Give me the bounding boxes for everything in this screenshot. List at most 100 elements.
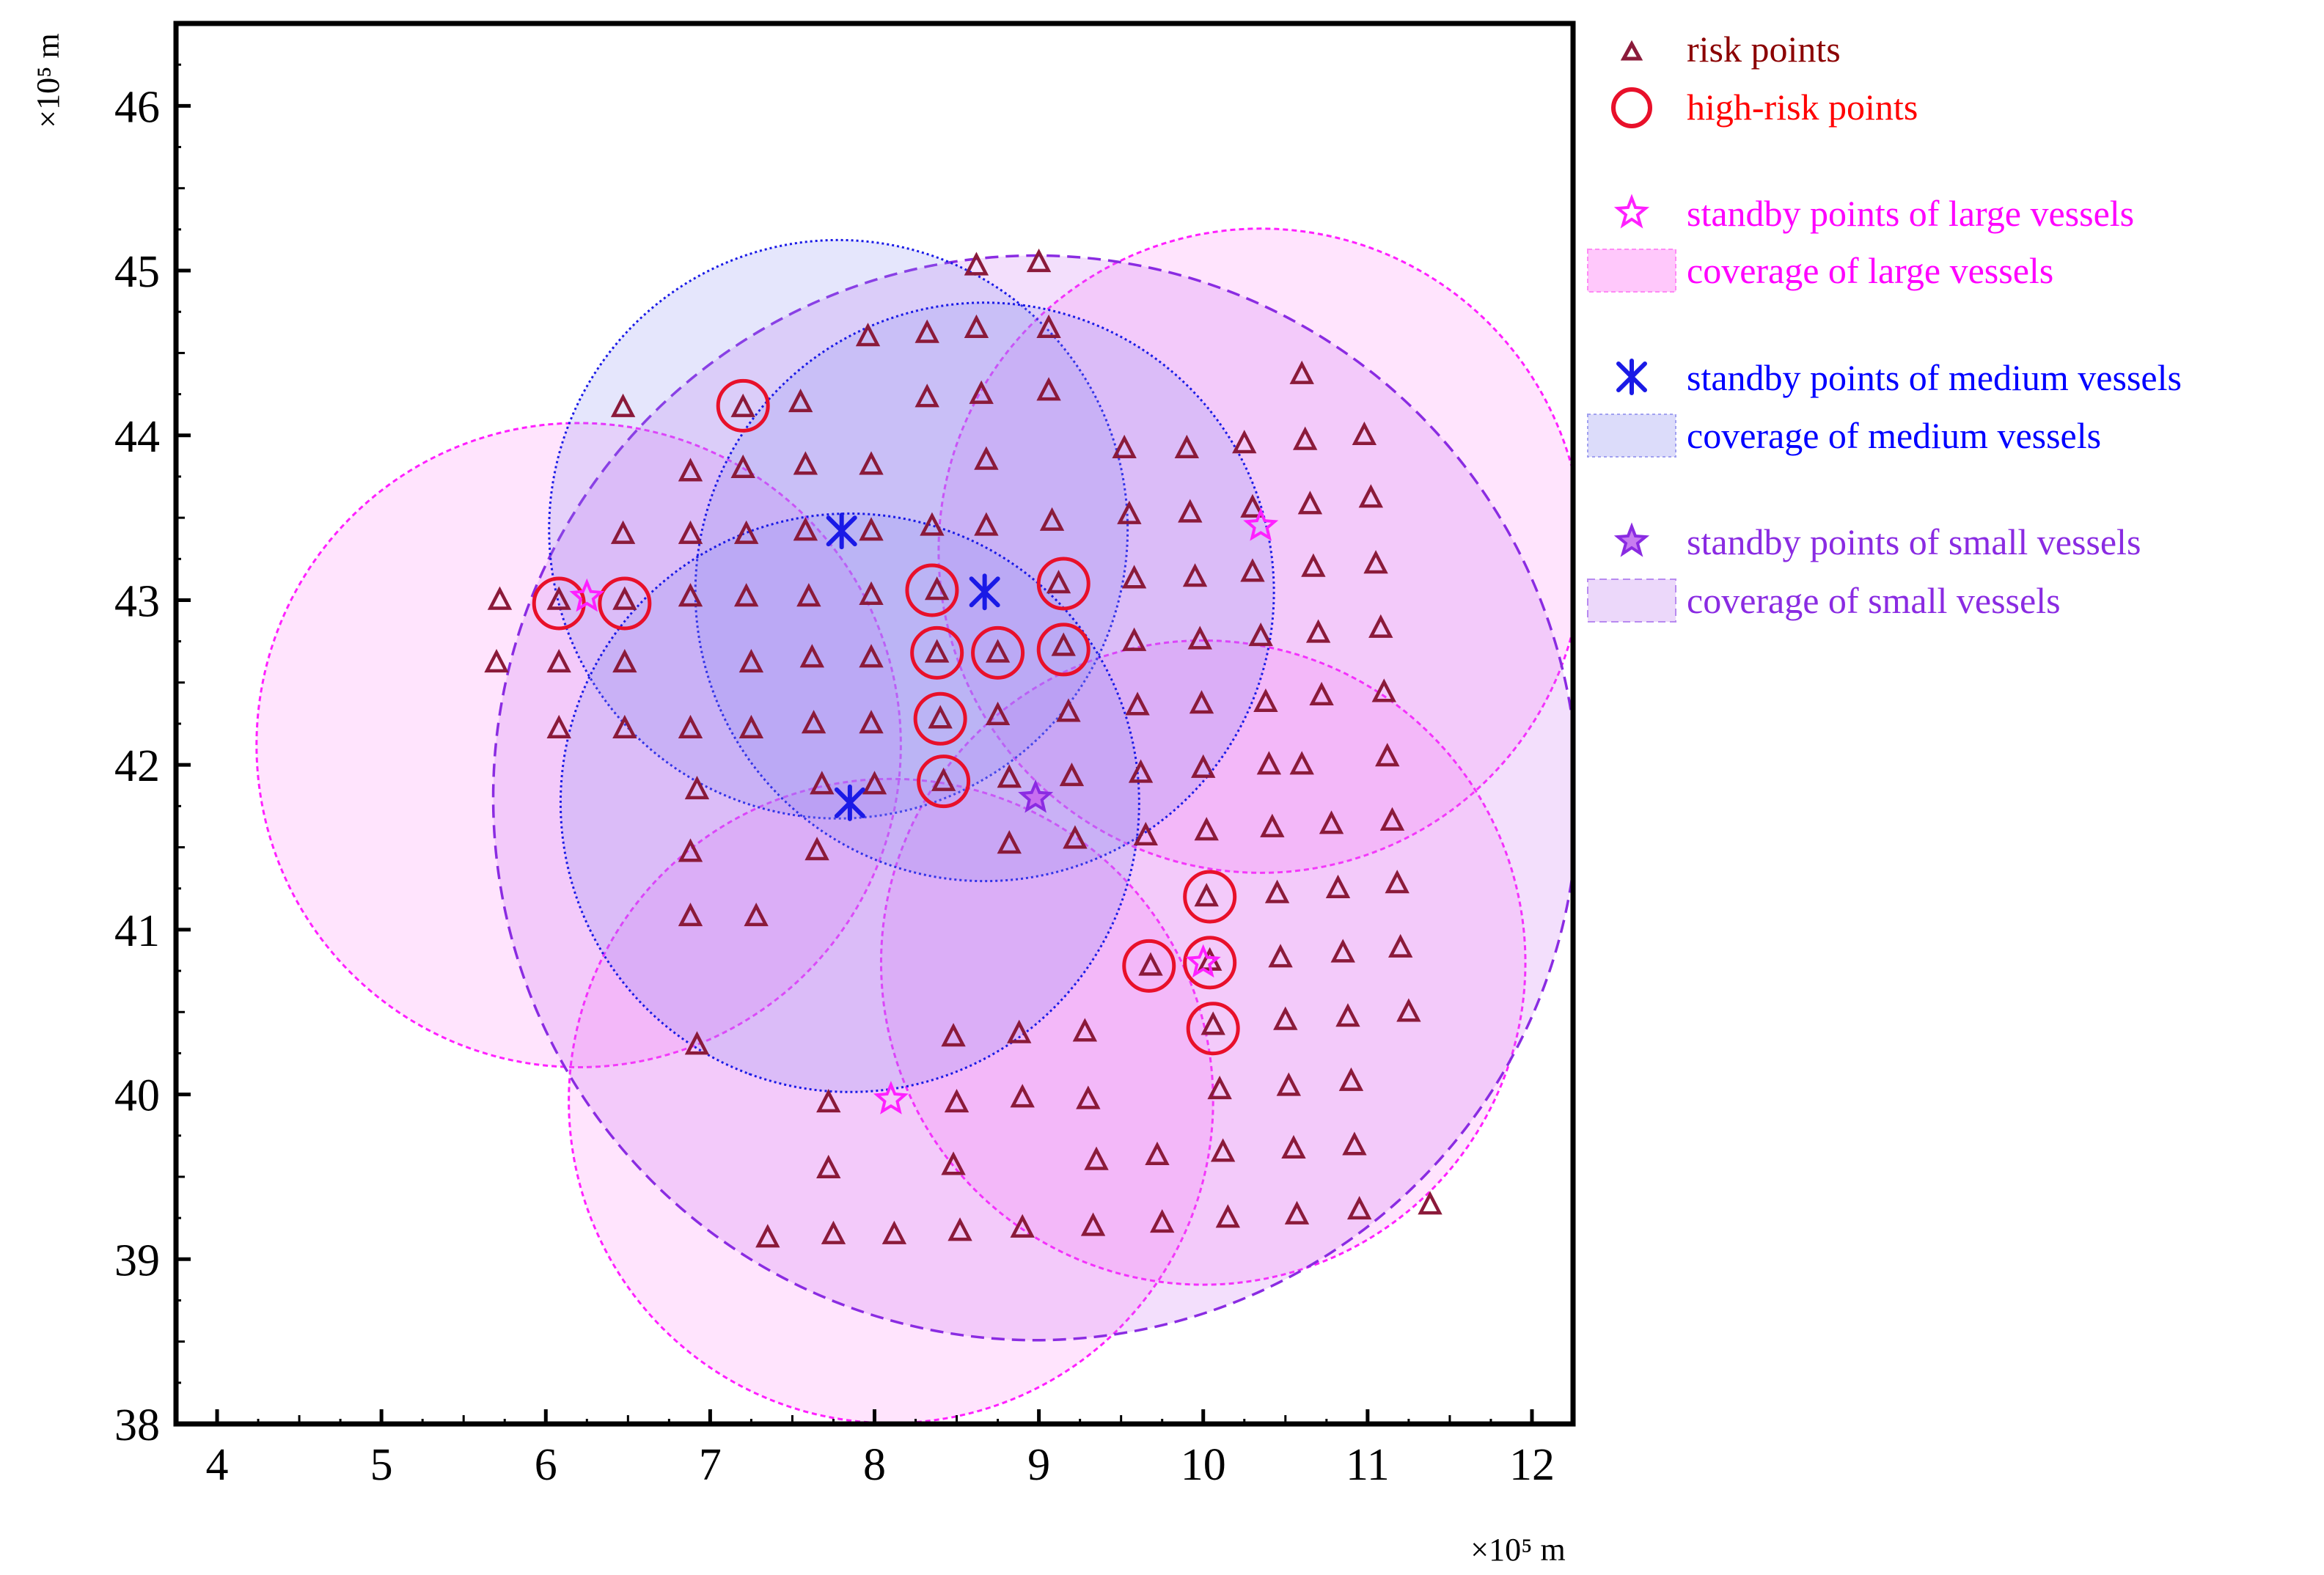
- risk-point-marker: [1010, 1214, 1035, 1238]
- risk-point-marker: [1133, 821, 1159, 846]
- risk-point-marker: [914, 383, 939, 408]
- risk-point-marker: [1072, 1018, 1098, 1042]
- risk-point-marker: [1379, 807, 1405, 831]
- risk-point-marker: [684, 1031, 710, 1055]
- risk-point-marker: [1309, 681, 1334, 706]
- standby-large-star-icon: [1185, 944, 1221, 978]
- x-tick-label: 12: [1509, 1440, 1555, 1490]
- risk-point-marker: [881, 1220, 907, 1244]
- legend-item-large-point: standby points of large vessels: [1613, 193, 2134, 234]
- risk-point-marker: [678, 583, 703, 607]
- risk-point-marker: [964, 252, 989, 276]
- risk-point-marker: [859, 710, 884, 734]
- risk-point-marker: [1039, 507, 1065, 531]
- legend-small-star-icon: [1613, 522, 1650, 557]
- risk-point-marker: [1051, 632, 1076, 656]
- high-risk-point-marker: [910, 625, 964, 680]
- standby-large-star-icon: [569, 578, 605, 612]
- standby-medium-asterisk-icon: [969, 573, 1000, 611]
- y-tick-label: 44: [114, 412, 160, 462]
- legend-risk-label: risk points: [1687, 29, 1841, 70]
- risk-point-marker: [941, 1023, 966, 1047]
- legend-high-label: high-risk points: [1687, 87, 1918, 128]
- risk-point-marker: [684, 776, 710, 800]
- risk-point-marker: [1346, 1196, 1372, 1220]
- risk-point-marker: [924, 576, 950, 601]
- high-risk-point-marker: [598, 576, 652, 631]
- risk-point-marker: [733, 520, 759, 544]
- risk-point-marker: [1273, 1006, 1298, 1030]
- risk-point-marker: [678, 838, 703, 862]
- risk-point-marker: [487, 586, 513, 610]
- legend: risk points high-risk points standby poi…: [1587, 29, 2182, 623]
- risk-point-marker: [1253, 688, 1278, 713]
- risk-point-marker: [1268, 944, 1293, 968]
- risk-point-marker: [859, 451, 884, 475]
- y-tick-label: 40: [114, 1071, 160, 1121]
- risk-point-marker: [1187, 625, 1212, 650]
- high-risk-point-marker: [716, 378, 770, 433]
- risk-point-marker: [1352, 421, 1377, 446]
- risk-point-marker: [610, 393, 636, 417]
- risk-point-marker: [1342, 1131, 1367, 1156]
- y-tick-label: 42: [114, 741, 160, 791]
- risk-point-marker: [1059, 763, 1085, 787]
- risk-point-marker: [738, 648, 764, 673]
- legend-large-star-icon: [1613, 194, 1650, 229]
- risk-point-marker: [788, 388, 813, 413]
- risk-point-marker: [1232, 430, 1257, 454]
- risk-point-marker: [1128, 759, 1154, 783]
- risk-point-marker: [1301, 553, 1326, 577]
- risk-point-marker: [1358, 484, 1384, 508]
- risk-point-marker: [1418, 1191, 1443, 1215]
- risk-point-marker: [1207, 1075, 1232, 1100]
- x-axis-label: ×10⁵ m: [1470, 1532, 1565, 1568]
- risk-point-marker: [859, 644, 884, 668]
- y-tick-label: 41: [114, 906, 160, 956]
- high-risk-point-marker: [1036, 623, 1090, 677]
- risk-point-marker: [985, 701, 1011, 726]
- risk-point-marker: [1363, 550, 1388, 574]
- risk-point-marker: [997, 830, 1022, 854]
- risk-point-marker: [1276, 1072, 1301, 1096]
- y-tick-label: 46: [114, 82, 160, 132]
- risk-point-marker: [1145, 1141, 1170, 1165]
- risk-point-marker: [546, 586, 571, 610]
- risk-point-marker: [944, 1088, 969, 1113]
- x-tick-label: 8: [863, 1440, 886, 1490]
- risk-point-marker: [1215, 1204, 1241, 1228]
- risk-point-marker: [804, 837, 829, 861]
- risk-point-marker: [546, 714, 571, 738]
- risk-point-marker: [744, 903, 769, 927]
- risk-point-marker: [1080, 1212, 1106, 1236]
- risk-point-marker: [928, 705, 953, 729]
- risk-point-marker: [947, 1217, 972, 1241]
- standby-medium-asterisk-icon: [834, 784, 865, 821]
- risk-point-marker: [1375, 743, 1400, 767]
- risk-point-marker: [862, 771, 887, 795]
- x-tick-label: 11: [1346, 1440, 1390, 1490]
- standby-large-star-icon: [1243, 507, 1279, 541]
- risk-point-marker: [997, 764, 1022, 788]
- risk-point-marker: [1281, 1134, 1306, 1159]
- risk-point-marker: [793, 517, 818, 541]
- risk-point-marker: [859, 581, 884, 605]
- risk-point-marker: [1338, 1067, 1364, 1091]
- risk-point-marker: [816, 1088, 841, 1113]
- risk-point-marker: [730, 454, 755, 478]
- risk-point-marker: [1289, 751, 1314, 775]
- risk-point-marker: [1149, 1208, 1175, 1233]
- risk-point-marker: [1138, 952, 1163, 976]
- risk-point-marker: [1325, 874, 1351, 898]
- legend-item-small-coverage: coverage of small vessels: [1587, 579, 2061, 623]
- risk-point-marker: [612, 648, 637, 673]
- high-risk-point-marker: [1036, 557, 1090, 611]
- high-risk-point-marker: [1183, 870, 1237, 924]
- legend-medium-asterisk-icon: [1616, 359, 1647, 395]
- risk-point-marker: [1194, 883, 1219, 907]
- risk-point-marker: [612, 586, 637, 610]
- risk-point-marker: [1189, 690, 1214, 714]
- high-risk-point-marker: [917, 755, 971, 809]
